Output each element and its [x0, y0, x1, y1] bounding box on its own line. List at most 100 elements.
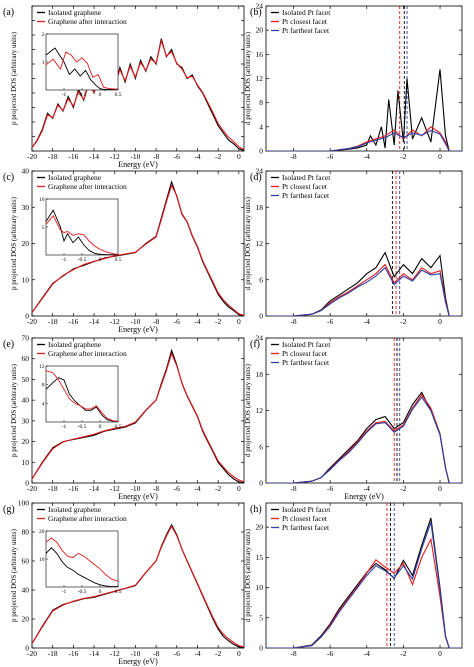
data-point	[375, 273, 377, 275]
panel-label: (c)	[3, 172, 14, 183]
data-point	[320, 477, 322, 478]
legend-label: Pt farthest facet	[282, 358, 330, 367]
data-point	[217, 292, 219, 294]
data-point	[375, 139, 377, 141]
data-point	[302, 150, 303, 152]
data-point	[145, 243, 147, 245]
data-point	[124, 80, 126, 81]
data-point	[348, 596, 349, 597]
data-point	[31, 147, 33, 148]
data-point	[223, 468, 224, 469]
data-point	[445, 636, 446, 637]
data-point	[421, 134, 423, 136]
data-point	[381, 126, 382, 128]
x-tick-label: 0	[237, 152, 241, 161]
data-point	[93, 434, 95, 435]
x-tick-label: -8	[153, 484, 159, 493]
data-point	[176, 62, 178, 64]
data-point	[384, 252, 386, 253]
x-tick-label: -18	[48, 152, 58, 161]
data-point	[181, 382, 183, 384]
data-point	[62, 441, 64, 443]
data-point	[265, 482, 267, 484]
y-axis-label: d projected DOS (arbitrary units)	[244, 528, 252, 622]
data-point	[430, 407, 432, 409]
data-point	[238, 645, 240, 646]
series-line-1	[266, 263, 462, 316]
data-point	[233, 309, 234, 310]
data-point	[217, 125, 219, 126]
data-point	[42, 130, 43, 131]
x-tick-label: -10	[130, 484, 140, 493]
data-point	[412, 575, 413, 576]
legend-label: Isolated Pt facet	[282, 173, 331, 182]
data-point	[217, 627, 219, 628]
data-point	[393, 284, 395, 285]
x-tick-label: -4	[194, 152, 200, 161]
x-tick-label: -16	[68, 649, 78, 658]
data-point	[135, 76, 136, 78]
x-tick-label: -4	[364, 484, 370, 493]
data-point	[430, 141, 432, 143]
inset-x-tick-label: 0	[99, 589, 102, 595]
data-point	[135, 251, 136, 253]
x-tick-label: -4	[364, 317, 370, 326]
inset-x-tick-label: -1	[62, 92, 67, 98]
data-point	[207, 440, 209, 441]
chart-panel-2: -20 -18 -16 -14 -12 -10 -8 -6 -4 -2 0010203040Ener…	[3, 167, 245, 334]
data-point	[171, 181, 172, 183]
data-point	[421, 117, 423, 119]
series-line-0	[266, 251, 462, 316]
y-tick-label: 12	[256, 74, 264, 83]
data-point	[430, 126, 432, 128]
inset-plot: -1 -0.5 0 0.5 5 10	[39, 197, 122, 263]
data-point	[357, 587, 358, 588]
series-line-2	[266, 396, 462, 483]
inset-plot: -1 -0.5 0 0.5 4 8 12	[39, 364, 122, 430]
series-line-1	[266, 537, 462, 648]
data-point	[461, 150, 463, 152]
data-point	[430, 522, 432, 523]
data-point	[384, 135, 386, 137]
data-point	[430, 267, 432, 268]
data-point	[366, 141, 368, 143]
x-tick-label: -2	[215, 317, 221, 326]
data-point	[439, 69, 441, 70]
data-point	[293, 482, 294, 484]
data-point	[430, 410, 432, 411]
inset-y-tick-label: 10	[39, 557, 45, 563]
data-point	[421, 557, 423, 558]
data-point	[52, 447, 53, 449]
data-point	[160, 547, 162, 548]
data-point	[265, 647, 267, 649]
y-tick-label: 60	[22, 557, 30, 566]
y-tick-label: 0	[259, 644, 263, 653]
data-point	[412, 584, 413, 585]
data-point	[233, 642, 234, 643]
plot-frame	[265, 502, 463, 649]
series-line-1	[32, 525, 244, 648]
inset-x-tick-label: 0	[99, 257, 102, 263]
data-point	[238, 481, 240, 483]
x-tick-label: 0	[237, 484, 241, 493]
data-point	[119, 69, 121, 71]
data-point	[171, 353, 172, 354]
inset-x-tick-label: 0.5	[115, 257, 122, 263]
data-point	[412, 279, 413, 281]
x-tick-label: -6	[327, 649, 333, 658]
data-point	[228, 640, 229, 642]
data-point	[93, 596, 95, 597]
data-point	[52, 117, 53, 118]
x-tick-label: -4	[194, 317, 200, 326]
data-point	[393, 132, 395, 134]
data-point	[357, 282, 358, 284]
data-point	[160, 38, 162, 39]
x-axis-label: Energy (eV)	[118, 325, 158, 334]
x-tick-label: -20	[27, 152, 37, 161]
legend-label: Isolated graphene	[48, 505, 102, 514]
data-point	[223, 301, 224, 302]
data-point	[129, 63, 131, 65]
data-point	[186, 560, 188, 561]
series-line-0	[266, 69, 462, 151]
